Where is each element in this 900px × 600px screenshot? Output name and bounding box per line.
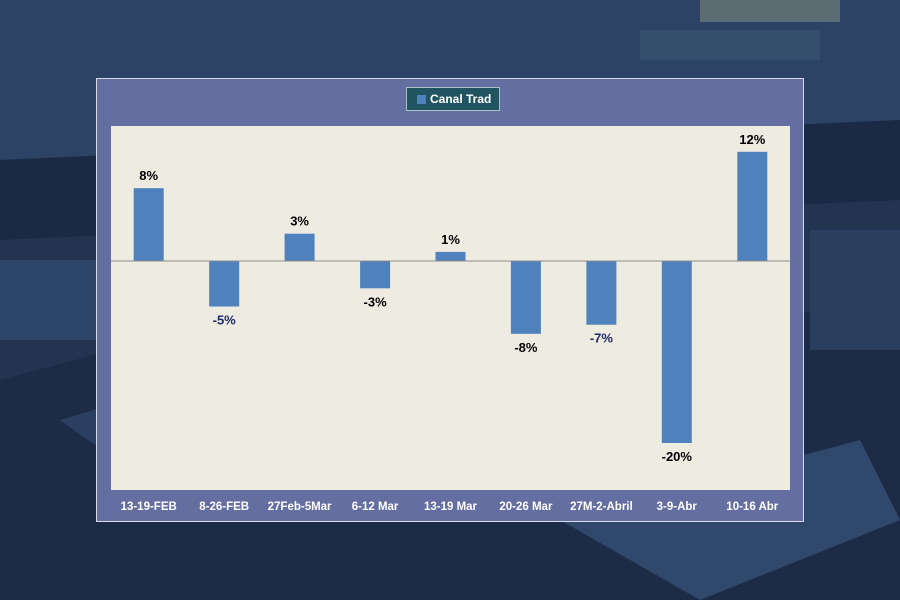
bar-8-26-FEB (209, 261, 240, 307)
x-tick-label: 13-19 Mar (424, 501, 478, 513)
bar-6-12 Mar (360, 261, 391, 289)
bar-13-19 Mar (435, 251, 466, 261)
bar-20-26 Mar (510, 261, 541, 334)
bar-3-9-Abr (661, 261, 692, 443)
data-label: -8% (514, 340, 538, 355)
x-tick-label: 13-19-FEB (121, 501, 177, 513)
data-label: 1% (441, 232, 460, 247)
data-label: -7% (590, 331, 614, 346)
data-label: 12% (739, 132, 765, 147)
x-tick-label: 10-16 Abr (726, 501, 779, 513)
bar-27Feb-5Mar (284, 233, 315, 261)
bar-10-16 Abr (737, 151, 768, 261)
data-label: 3% (290, 214, 309, 229)
legend-swatch (417, 94, 426, 104)
bars-layer (133, 151, 768, 443)
x-tick-label: 20-26 Mar (499, 501, 553, 513)
legend-label: Canal Trad (430, 92, 492, 106)
legend: Canal Trad (406, 87, 501, 111)
data-labels-layer: 8% -5% 3% -3% 1% -8% -7% -20% 12% (139, 132, 765, 464)
data-label: -3% (364, 294, 388, 309)
x-tick-label: 27Feb-5Mar (268, 501, 332, 513)
data-label: -20% (662, 449, 693, 464)
x-tick-label: 27M-2-Abril (570, 501, 633, 513)
bar-27M-2-Abril (586, 261, 617, 325)
bar-13-19-FEB (133, 188, 164, 261)
x-tick-label: 8-26-FEB (199, 501, 249, 513)
x-tick-labels-layer: 13-19-FEB 8-26-FEB 27Feb-5Mar 6-12 Mar 13-19… (121, 501, 779, 513)
x-tick-label: 6-12 Mar (352, 501, 399, 513)
data-label: 8% (139, 168, 158, 183)
data-label: -5% (213, 313, 237, 328)
x-tick-label: 3-9-Abr (657, 501, 698, 513)
